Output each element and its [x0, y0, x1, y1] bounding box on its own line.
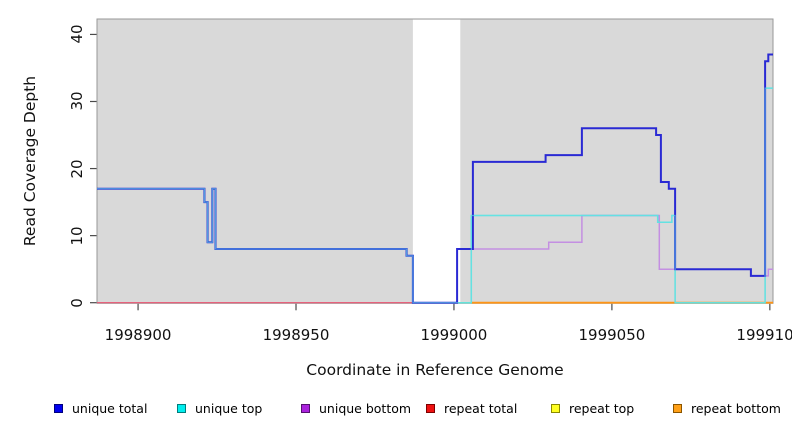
x-tick-label: 1999100	[736, 326, 792, 344]
repeat-bottom-swatch-icon	[673, 403, 682, 413]
legend-label: unique total	[72, 400, 148, 416]
repeat-total-swatch-icon	[426, 403, 435, 413]
unique-total-swatch-icon	[54, 403, 63, 413]
legend-label: repeat bottom	[691, 400, 781, 416]
chart-legend: unique total unique top unique bottom re…	[0, 399, 792, 421]
y-tick-label: 40	[68, 24, 86, 44]
repeat-top-swatch-icon	[551, 403, 560, 413]
series-unique-top-overlay	[97, 87, 773, 304]
y-tick-label: 30	[68, 91, 86, 112]
x-tick-label: 1998950	[262, 326, 330, 344]
legend-label: repeat total	[444, 400, 518, 416]
legend-item-unique-total: unique total	[54, 399, 147, 417]
gap-band	[412, 19, 461, 304]
x-tick-label: 1999050	[578, 326, 646, 344]
y-tick-label: 20	[68, 159, 86, 179]
legend-item-repeat-bottom: repeat bottom	[673, 399, 781, 417]
y-tick-label: 10	[68, 226, 86, 246]
legend-label: repeat top	[569, 400, 635, 416]
legend-item-repeat-total: repeat total	[426, 399, 517, 417]
y-axis-title: Read Coverage Depth	[21, 75, 39, 247]
y-tick-label: 0	[68, 297, 86, 308]
legend-item-repeat-top: repeat top	[551, 399, 634, 417]
unique-top-swatch-icon	[177, 403, 186, 413]
x-tick-label: 1999000	[420, 326, 488, 344]
x-axis-title: Coordinate in Reference Genome	[306, 361, 564, 379]
legend-label: unique top	[195, 400, 263, 416]
legend-label: unique bottom	[319, 400, 412, 416]
coverage-plot	[90, 18, 774, 311]
series-unique-bottom	[456, 214, 773, 303]
legend-item-unique-top: unique top	[177, 399, 262, 417]
unique-bottom-swatch-icon	[301, 403, 310, 413]
x-tick-label: 1998900	[104, 326, 172, 344]
legend-item-unique-bottom: unique bottom	[301, 399, 411, 417]
